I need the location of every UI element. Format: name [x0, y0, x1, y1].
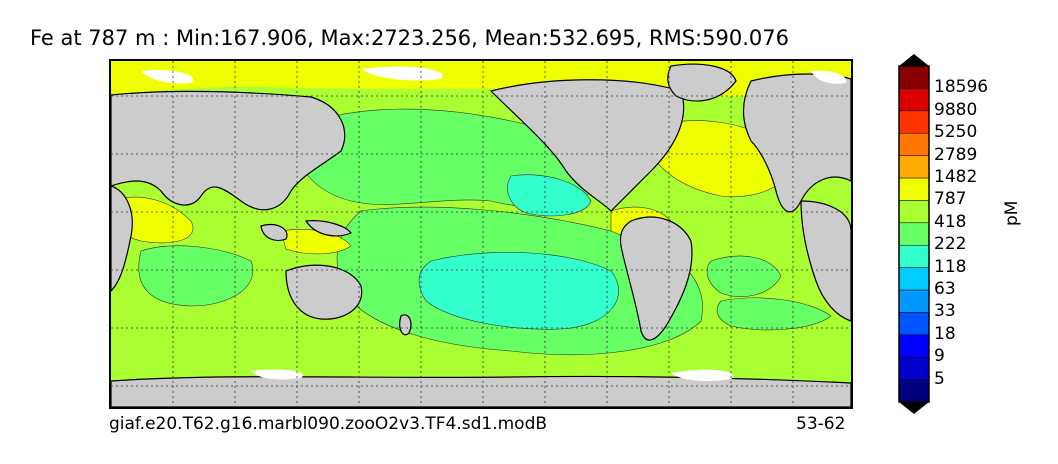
colorbar-segment [898, 177, 930, 201]
indian-ocean-green [138, 245, 254, 307]
ocean-field-map [111, 61, 851, 407]
colorbar-segment [898, 132, 930, 156]
colorbar-segment [898, 289, 930, 313]
colorbar-segment [898, 65, 930, 89]
colorbar-tick-label: 1482 [934, 167, 978, 187]
colorbar-tick-label: 18596 [934, 77, 989, 98]
colorbar-unit-label: pM [1002, 200, 1022, 226]
map-panel [109, 59, 853, 409]
south-atlantic-green [706, 255, 782, 297]
graticule [111, 61, 851, 407]
colorbar-tick-label: 18 [934, 323, 956, 344]
colorbar-tick-label: 9880 [934, 99, 978, 120]
figure-title: Fe at 787 m : Min:167.906, Max:2723.256,… [30, 26, 789, 50]
colorbar-extend-max [899, 54, 929, 66]
colorbar-segment [898, 222, 930, 246]
colorbar-segment [898, 244, 930, 268]
colorbar-border [898, 65, 930, 403]
colorbar-tick-label: 9 [934, 346, 945, 367]
south-atlantic-green-2 [716, 297, 832, 331]
colorbar-segment [898, 379, 930, 403]
north-pacific-cyan [507, 174, 592, 217]
south-pacific-cyan [418, 252, 619, 330]
colorbar-extend-min [899, 402, 929, 414]
colorbar-tick-label: 118 [934, 256, 967, 277]
colorbar-segment [898, 267, 930, 291]
colorbar-tick-label: 5 [934, 368, 945, 389]
colorbar-tick-label: 222 [934, 234, 967, 255]
land-masses [111, 63, 851, 407]
colorbar-tick-label: 5250 [934, 122, 978, 143]
colorbar-segment [898, 334, 930, 358]
case-name-label: giaf.e20.T62.g16.marbl090.zooO2v3.TF4.sd… [109, 414, 548, 434]
colorbar-segment [898, 155, 930, 179]
colorbar-segment [898, 356, 930, 380]
colorbar-tick-label: 2789 [934, 144, 978, 165]
years-label: 53-62 [796, 414, 846, 434]
colorbar-tick-label: 63 [934, 279, 956, 299]
colorbar-tick-label: 33 [934, 301, 956, 322]
colorbar-segment [898, 110, 930, 134]
colorbar-segment [898, 88, 930, 112]
colorbar-segment [898, 200, 930, 224]
colorbar [898, 54, 930, 414]
colorbar-tick-label: 418 [934, 211, 967, 232]
colorbar-segment [898, 312, 930, 336]
colorbar-tick-label: 787 [934, 189, 967, 210]
sea-ice [141, 66, 847, 381]
